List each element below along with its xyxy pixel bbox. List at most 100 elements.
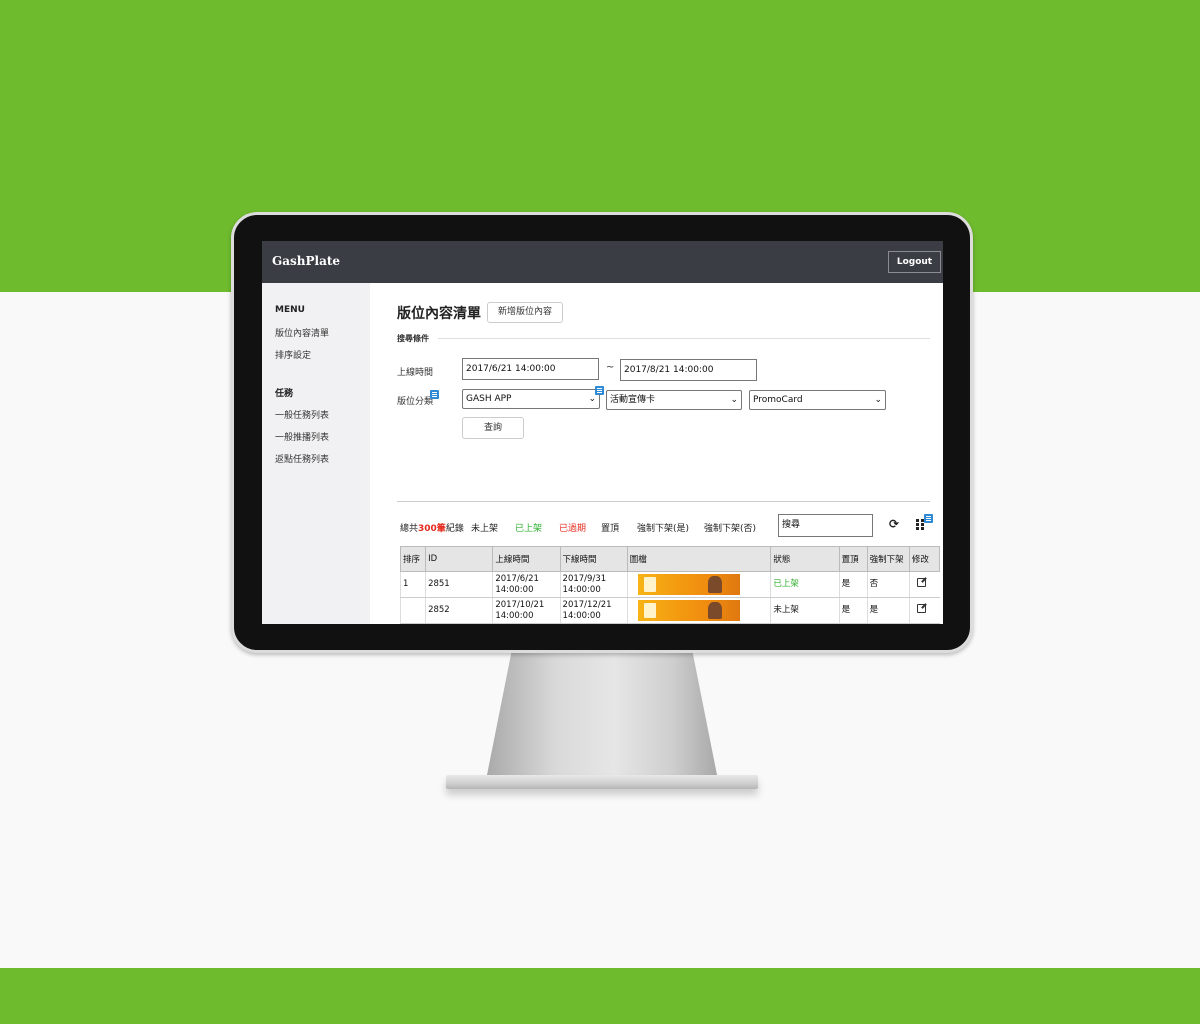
start-clock: 14:00:00 [495, 584, 534, 595]
info-doc-icon[interactable] [595, 386, 604, 395]
cell-image [626, 597, 771, 624]
header-start-time[interactable]: 上線時間 [492, 546, 561, 572]
sidebar-item-sort-settings[interactable]: 排序設定 [275, 351, 312, 361]
cell-status: 已上架 [770, 571, 840, 598]
end-clock: 14:00:00 [562, 584, 601, 595]
header-pinned[interactable]: 置頂 [838, 546, 868, 572]
cell-status: 已過期 [770, 623, 840, 624]
header-status[interactable]: 狀態 [770, 546, 840, 572]
chevron-down-icon: ⌄ [730, 395, 738, 405]
cell-id: 2852 [425, 597, 493, 624]
cell-pinned: 是 [838, 623, 868, 624]
sidebar-menu-heading: MENU [275, 305, 305, 315]
divider [438, 338, 930, 339]
cell-forced: 是 [866, 597, 910, 624]
banner-thumbnail[interactable] [637, 574, 740, 595]
monitor-screen: GashPlate Logout MENU 版位內容清單 排序設定 任務 一般任… [262, 241, 943, 624]
cell-forced: 否 [866, 623, 910, 624]
cell-end-time: 2017/12/21 14:00:00 [559, 597, 628, 624]
cell-order [399, 597, 426, 624]
sidebar-item-rebate-tasks[interactable]: 返點任務列表 [275, 455, 330, 465]
sidebar-task-heading: 任務 [275, 389, 294, 399]
cell-start-time: 2017/6/21 14:00:00 [492, 571, 561, 598]
chevron-down-icon: ⌄ [588, 394, 596, 404]
category-select-2[interactable]: 活動宣傳卡 ⌄ [606, 390, 742, 410]
cell-edit [908, 597, 940, 624]
category-label: 版位分類 [397, 397, 434, 407]
cell-image [626, 571, 771, 598]
cell-status: 未上架 [770, 597, 840, 624]
filter-not-listed[interactable]: 未上架 [471, 524, 499, 534]
cell-edit [908, 571, 940, 598]
header-end-time[interactable]: 下線時間 [559, 546, 628, 572]
sidebar-item-general-tasks[interactable]: 一般任務列表 [275, 411, 330, 421]
brand-logo[interactable]: GashPlate [272, 254, 341, 268]
total-suffix: 紀錄 [445, 524, 464, 534]
cell-edit [908, 623, 940, 624]
end-date: 2017/12/21 [562, 599, 612, 610]
top-navbar: GashPlate Logout [262, 241, 943, 283]
filter-forced-no[interactable]: 強制下架(否) [704, 524, 757, 534]
content-table: 排序 ID 上線時間 下線時間 圖檔 狀態 置頂 強制下架 修改 1 2851 … [399, 546, 941, 624]
total-count: 300筆 [418, 524, 446, 534]
category-select-1-value: GASH APP [466, 394, 512, 404]
sidebar-item-slot-content-list[interactable]: 版位內容清單 [275, 329, 330, 339]
cell-start-time: 2017/10/21 14:00:00 [492, 597, 561, 624]
cell-end-time: 2017/9/31 14:00:00 [559, 571, 628, 598]
cell-pinned: 是 [838, 597, 868, 624]
total-records: 總共300筆紀錄 [400, 521, 464, 534]
table-header-row: 排序 ID 上線時間 下線時間 圖檔 狀態 置頂 強制下架 修改 [399, 546, 941, 572]
header-edit: 修改 [908, 546, 941, 572]
total-prefix: 總共 [400, 524, 419, 534]
background-bottom-band [0, 968, 1200, 1024]
cell-id: 2851 [425, 571, 493, 598]
banner-thumbnail[interactable] [637, 600, 740, 621]
main-content: 版位內容清單 新增版位內容 搜尋條件 上線時間 2017/6/21 14:00:… [370, 283, 943, 624]
start-date: 2017/10/21 [495, 599, 545, 610]
sidebar: MENU 版位內容清單 排序設定 任務 一般任務列表 一般推播列表 返點任務列表 [262, 283, 370, 624]
filter-expired[interactable]: 已過期 [559, 524, 587, 534]
header-id[interactable]: ID [425, 546, 494, 572]
filter-forced-yes[interactable]: 強制下架(是) [637, 524, 690, 534]
add-content-button[interactable]: 新增版位內容 [487, 302, 563, 323]
divider [397, 501, 930, 502]
cell-id: 2853 [425, 623, 493, 624]
table-row: 1 2851 2017/6/21 14:00:00 2017/9/31 14:00:… [399, 571, 940, 598]
column-grid-icon[interactable] [916, 514, 933, 530]
end-date: 2017/9/31 [562, 573, 607, 584]
info-doc-icon [924, 514, 933, 523]
info-doc-icon[interactable] [430, 390, 439, 399]
edit-icon[interactable] [916, 604, 926, 613]
refresh-icon[interactable]: ⟳ [889, 517, 900, 531]
category-select-3[interactable]: PromoCard ⌄ [749, 390, 886, 410]
table-row: 2852 2017/10/21 14:00:00 2017/12/21 14:00:… [399, 597, 940, 624]
category-select-2-value: 活動宣傳卡 [610, 395, 656, 405]
logout-button[interactable]: Logout [888, 251, 941, 273]
filter-listed[interactable]: 已上架 [515, 524, 543, 534]
cell-forced: 否 [866, 571, 910, 598]
monitor-stand-base [446, 775, 758, 789]
category-select-1[interactable]: GASH APP ⌄ [462, 389, 600, 409]
range-tilde: ~ [606, 362, 615, 373]
category-select-3-value: PromoCard [753, 395, 803, 405]
header-order[interactable]: 排序 [399, 546, 427, 572]
online-time-label: 上線時間 [397, 368, 434, 378]
search-input[interactable]: 搜尋 [778, 514, 873, 537]
sidebar-item-general-push[interactable]: 一般推播列表 [275, 433, 330, 443]
header-image: 圖檔 [626, 546, 772, 572]
cell-pinned: 是 [838, 571, 868, 598]
filter-pinned[interactable]: 置頂 [601, 524, 620, 534]
query-button[interactable]: 查詢 [462, 417, 524, 439]
end-time-input[interactable]: 2017/8/21 14:00:00 [620, 359, 757, 381]
cell-order [399, 623, 426, 624]
start-date: 2017/6/21 [495, 573, 539, 584]
start-time-input[interactable]: 2017/6/21 14:00:00 [462, 358, 599, 380]
search-section-label: 搜尋條件 [397, 334, 429, 343]
cell-order: 1 [399, 571, 426, 598]
edit-icon[interactable] [916, 578, 926, 587]
header-forced[interactable]: 強制下架 [866, 546, 910, 572]
end-clock: 14:00:00 [562, 610, 601, 621]
